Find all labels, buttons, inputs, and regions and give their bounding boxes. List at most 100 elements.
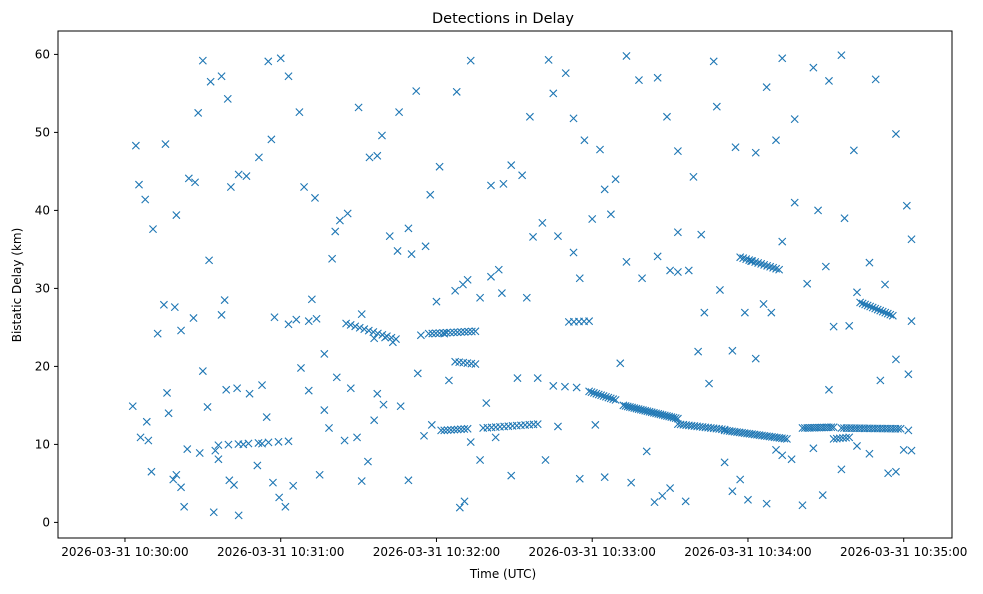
data-point [894,424,903,433]
data-point [404,224,413,233]
data-point [378,330,387,339]
data-point [424,329,433,338]
data-point [881,280,890,289]
data-point [170,303,179,312]
data-point [220,296,229,305]
data-point [360,325,369,334]
data-point [809,63,818,72]
data-point [622,51,631,60]
data-point [837,51,846,60]
data-point [666,484,675,493]
data-point [760,260,769,269]
data-point [253,461,262,470]
data-point [456,425,465,434]
data-point [522,293,531,302]
data-point [544,55,553,64]
data-point [233,384,242,393]
data-point [767,308,776,317]
data-point [818,491,827,500]
data-point [594,390,603,399]
data-point [443,426,452,435]
data-point [373,151,382,160]
data-point [373,389,382,398]
data-point [135,180,143,189]
data-point [169,475,178,484]
data-point [868,303,877,312]
data-point [772,264,781,273]
data-point [180,502,189,511]
data-point [829,434,838,443]
y-tick-label: 40 [35,203,50,217]
data-point [597,391,606,400]
data-point [453,328,462,337]
data-point [369,328,378,336]
data-point [284,320,293,329]
data-point [731,143,740,152]
data-point [589,388,598,397]
data-point [354,103,363,112]
data-point [427,420,436,429]
data-point [230,480,238,489]
data-point [393,246,402,255]
data-point [865,449,874,458]
data-point [437,426,446,435]
data-point [342,319,351,328]
data-point [463,275,472,284]
data-point [763,261,772,270]
data-point [172,211,181,220]
data-point [751,258,760,266]
data-point [634,76,643,85]
y-axis-label: Bistatic Delay (km) [10,228,24,343]
data-point [596,145,604,154]
data-point [588,214,597,223]
data-point [757,259,766,268]
data-point [222,385,231,394]
data-point [191,178,200,187]
data-point [585,317,594,326]
data-point [355,323,364,332]
data-point [141,195,150,204]
data-point [845,433,854,442]
data-point [538,218,547,227]
data-point [853,441,861,450]
data-point [736,253,745,262]
data-point [896,424,905,433]
data-point [214,441,223,450]
data-point [377,131,386,140]
data-point [426,190,435,199]
data-point [382,332,391,341]
data-point [627,478,636,487]
data-point [234,170,243,179]
data-point [184,174,193,183]
data-point [865,258,874,267]
data-point [450,425,459,434]
data-point [658,491,667,500]
data-point [476,456,485,464]
data-point [842,433,851,442]
data-point [832,434,841,443]
data-point [310,193,319,202]
data-point [164,409,173,418]
data-point [416,331,425,340]
data-point [549,89,558,98]
data-point [267,135,276,144]
data-point [407,250,416,259]
x-tick-label: 2026-03-31 10:35:00 [840,545,967,559]
data-point [622,257,631,266]
data-point [827,423,836,432]
data-point [886,310,895,319]
data-point [211,446,220,455]
data-point [457,328,466,337]
data-point [751,354,760,363]
x-tick-label: 2026-03-31 10:30:00 [61,545,188,559]
data-point [357,477,366,486]
data-point [884,469,893,478]
data-point [147,467,156,476]
data-point [891,467,900,476]
data-point [824,385,833,394]
data-point [798,501,807,510]
data-point [642,447,651,456]
x-tick-label: 2026-03-31 10:31:00 [217,545,344,559]
data-point [736,475,745,484]
